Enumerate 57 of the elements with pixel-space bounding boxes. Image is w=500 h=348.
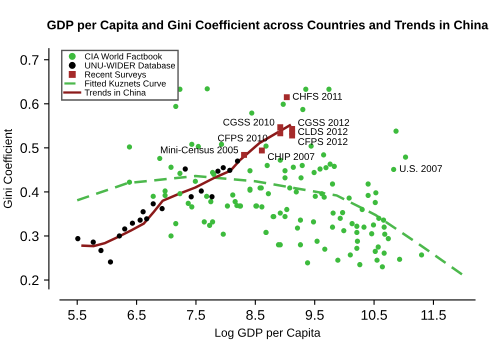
x-axis-title: Log GDP per Capita xyxy=(215,328,321,340)
x-tick-label: 8.5 xyxy=(246,310,264,320)
point xyxy=(150,201,156,206)
x-tick-label: 10.5 xyxy=(362,310,388,320)
legend-label: Recent Surveys xyxy=(85,71,146,80)
point xyxy=(198,188,204,194)
point xyxy=(284,94,290,100)
point xyxy=(140,209,146,214)
point xyxy=(289,132,296,138)
annotation: CHIP 2007 xyxy=(268,153,314,160)
point xyxy=(138,218,143,223)
point xyxy=(116,233,122,239)
legend-label: CIA World Factbook xyxy=(84,53,162,60)
point xyxy=(277,130,284,136)
x-tick-label: 11.5 xyxy=(421,310,446,320)
point xyxy=(215,168,221,174)
y-tick-label: 0.2 xyxy=(20,275,38,286)
point xyxy=(75,236,80,242)
annotation: CHFS 2011 xyxy=(292,92,342,100)
legend-label: Fitted Kuznets Curve xyxy=(85,80,166,87)
point xyxy=(258,148,265,154)
x-tick-label: 5.5 xyxy=(68,310,86,320)
y-axis-title: Gini Coefficient xyxy=(3,128,12,208)
x-tick-label: 7.5 xyxy=(187,310,206,320)
point xyxy=(209,194,215,200)
annotation: CFPS 2010 xyxy=(218,134,268,142)
chart-title: GDP per Capita and Gini Coefficient across Countries and Trends in China xyxy=(47,20,488,32)
point xyxy=(234,158,240,164)
point xyxy=(277,124,284,130)
point xyxy=(182,166,188,172)
annotation: CFPS 2012 xyxy=(298,138,348,146)
point xyxy=(90,240,96,245)
point xyxy=(220,165,226,170)
point xyxy=(241,152,247,158)
y-tick-label: 0.4 xyxy=(20,187,39,198)
y-tick-label: 0.5 xyxy=(20,143,39,154)
x-tick-label: 9.5 xyxy=(306,310,324,320)
point xyxy=(122,226,128,232)
legend-label: UNU-WIDER Database xyxy=(85,62,176,69)
point xyxy=(160,206,165,212)
y-tick-label: 0.7 xyxy=(20,55,38,65)
x-tick-label: 6.5 xyxy=(128,310,146,320)
point xyxy=(188,194,194,200)
point xyxy=(130,220,136,226)
y-tick-label: 0.6 xyxy=(20,99,39,109)
point xyxy=(108,259,114,265)
legend-label: Trends in China xyxy=(84,89,146,96)
annotation: U.S. 2007 xyxy=(400,165,442,172)
line-series xyxy=(76,174,464,276)
point xyxy=(227,168,232,173)
annotation: CGSS 2010 xyxy=(223,118,274,126)
annotation: CLDS 2012 xyxy=(298,128,348,136)
y-tick-label: 0.3 xyxy=(20,231,39,242)
annotation: CGSS 2012 xyxy=(298,119,350,126)
point xyxy=(144,216,150,222)
point xyxy=(98,248,104,254)
annotation: Mini-Census 2005 xyxy=(160,146,238,154)
